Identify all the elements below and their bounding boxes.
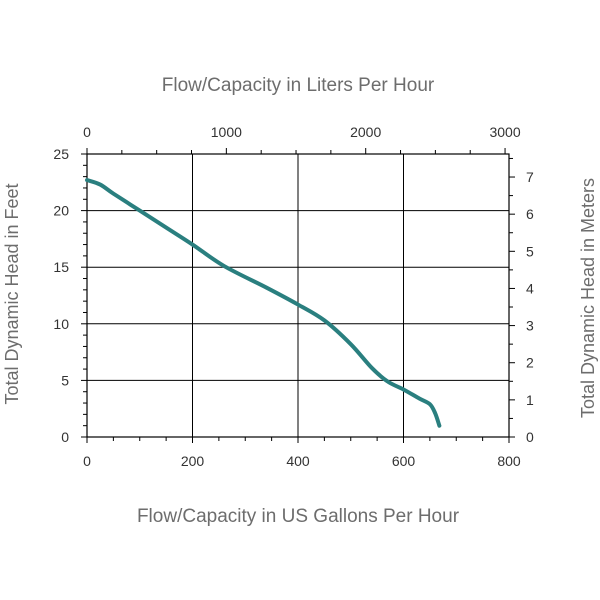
right-tick-label: 5 (526, 243, 534, 259)
y-axis-title-left: Total Dynamic Head in Feet (2, 183, 22, 404)
grid (87, 154, 509, 437)
x-tick-label: 600 (392, 453, 416, 469)
x-tick-label: 0 (83, 453, 91, 469)
right-tick-label: 2 (526, 355, 534, 371)
tick-labels: 0 200 400 600 800 0 5 10 15 20 25 0 1000 2000 3000 0 1 2 3… (53, 124, 534, 469)
y-axis-title-right: Total Dynamic Head in Meters (578, 178, 598, 418)
x-tick-label: 200 (181, 453, 205, 469)
axis-ticks (81, 148, 515, 443)
y-tick-label: 25 (53, 146, 69, 162)
right-tick-label: 1 (526, 392, 534, 408)
pump-curve-line (85, 178, 442, 428)
top-tick-label: 1000 (211, 124, 242, 140)
x-tick-label: 800 (497, 453, 521, 469)
right-tick-label: 4 (526, 280, 534, 296)
right-tick-label: 6 (526, 206, 534, 222)
y-tick-label: 15 (53, 259, 69, 275)
series-layer (85, 178, 442, 428)
y-tick-label: 0 (61, 429, 69, 445)
x-axis-title: Flow/Capacity in US Gallons Per Hour (137, 506, 460, 527)
top-tick-label: 3000 (489, 124, 520, 140)
y-tick-label: 20 (53, 203, 69, 219)
right-tick-label: 3 (526, 318, 534, 334)
top-tick-label: 0 (83, 124, 91, 140)
right-tick-label: 7 (526, 169, 534, 185)
y-tick-label: 5 (61, 372, 69, 388)
y-tick-label: 10 (53, 316, 69, 332)
right-tick-label: 0 (526, 429, 534, 445)
x-tick-label: 400 (286, 453, 310, 469)
top-tick-label: 2000 (350, 124, 381, 140)
top-axis-title: Flow/Capacity in Liters Per Hour (162, 75, 435, 96)
